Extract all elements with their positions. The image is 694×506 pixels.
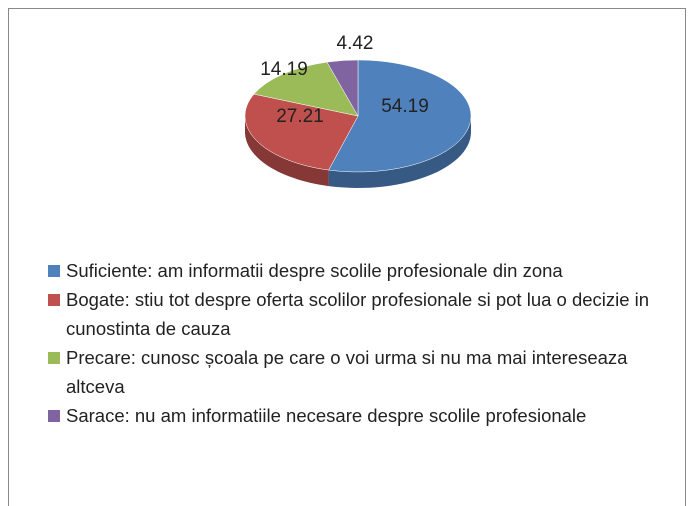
legend-swatch	[48, 294, 60, 306]
pie-sides	[245, 116, 471, 188]
chart-border	[8, 8, 686, 506]
data-label: 14.19	[260, 59, 308, 80]
legend-item: Bogate: stiu tot despre oferta scolilor …	[48, 285, 658, 343]
data-labels: 54.19 27.21 14.19 4.42	[260, 33, 429, 127]
legend-item: Sarace: nu am informatiile necesare desp…	[48, 401, 658, 430]
data-label: 4.42	[337, 33, 374, 54]
data-label: 54.19	[381, 96, 429, 117]
legend-item: Suficiente: am informatii despre scolile…	[48, 256, 658, 285]
legend-swatch	[48, 352, 60, 364]
legend-label: Suficiente: am informatii despre scolile…	[66, 260, 563, 281]
pie-slice	[328, 59, 472, 173]
legend: Suficiente: am informatii despre scolile…	[48, 256, 658, 430]
legend-label: Precare: cunosc școala pe care o voi urm…	[66, 347, 628, 397]
pie-slice	[326, 59, 359, 117]
legend-label: Sarace: nu am informatiile necesare desp…	[66, 405, 587, 426]
pie-side	[328, 116, 471, 188]
legend-label: Bogate: stiu tot despre oferta scolilor …	[66, 289, 650, 339]
legend-item: Precare: cunosc școala pe care o voi urm…	[48, 343, 658, 401]
legend-swatch	[48, 410, 60, 422]
pie-slice	[244, 93, 359, 171]
pie-tops	[244, 59, 472, 173]
pie-slice	[253, 61, 359, 117]
legend-swatch	[48, 265, 60, 277]
pie-side	[245, 116, 329, 187]
data-label: 27.21	[276, 106, 324, 127]
